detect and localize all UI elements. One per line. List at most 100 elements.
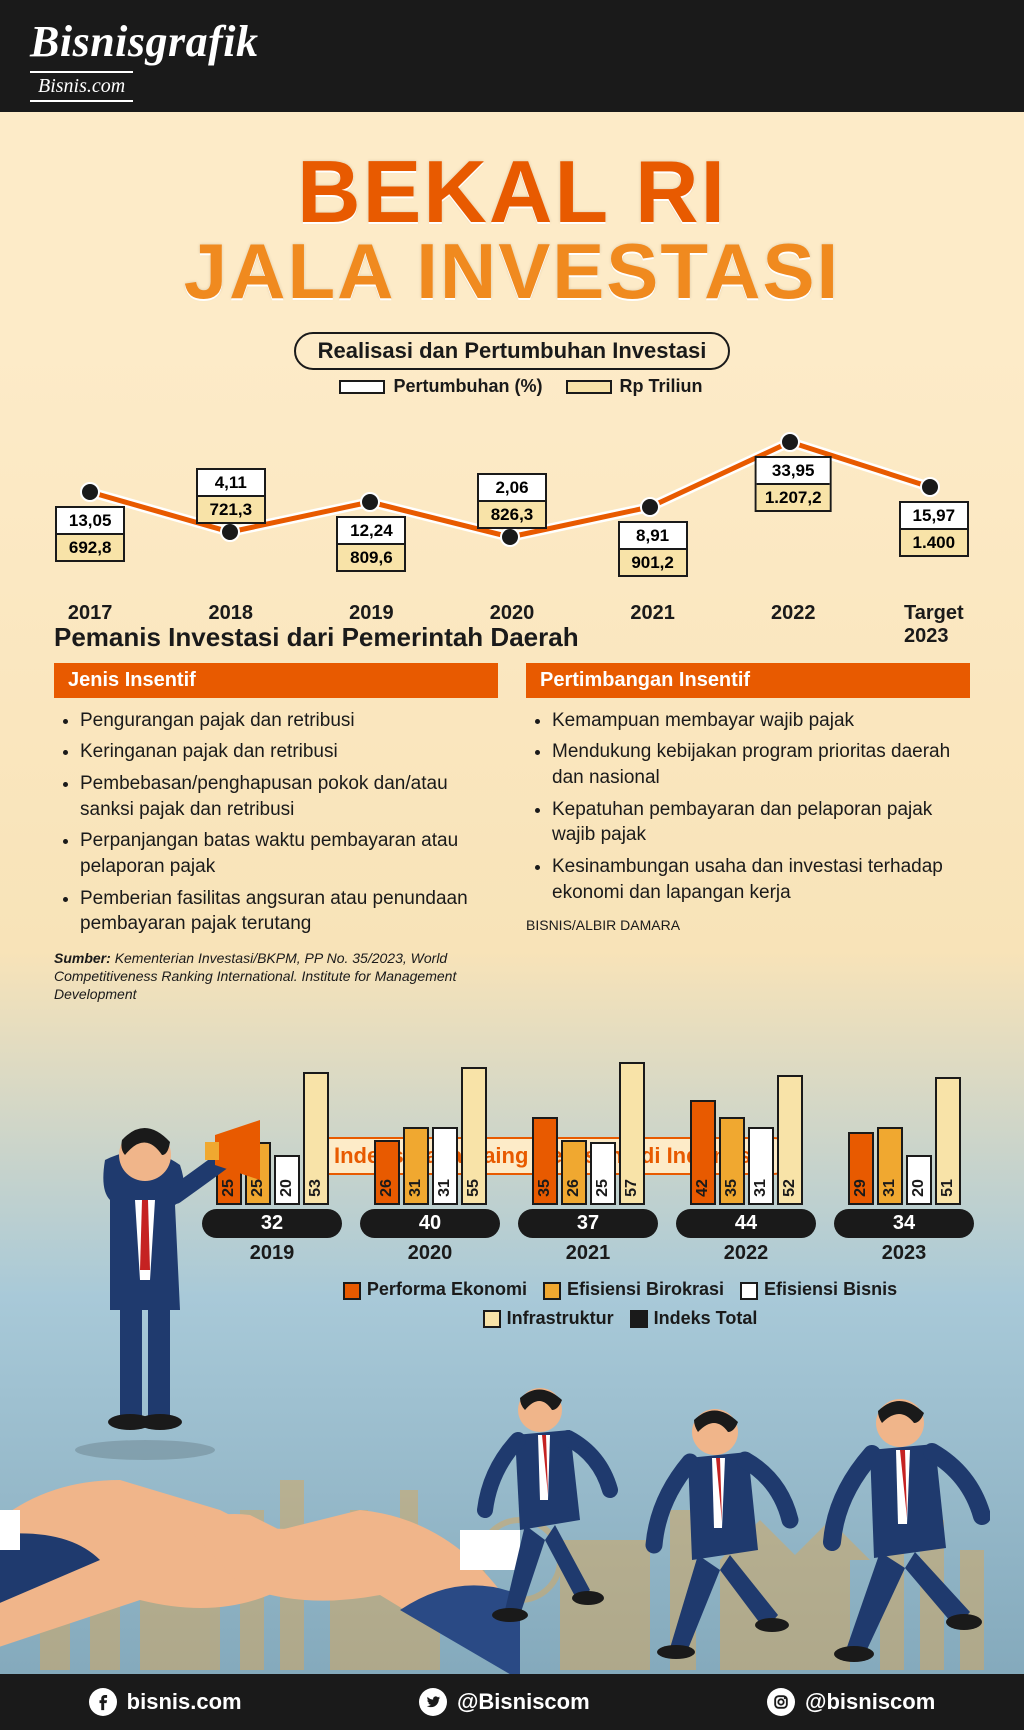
chart1-year: 2022 (771, 602, 816, 625)
chart2-bar: 26 (561, 1140, 587, 1205)
chart1-label: 13,05692,8 (55, 506, 125, 563)
chart2-bar: 25 (590, 1142, 616, 1205)
chart2-bar: 42 (690, 1100, 716, 1205)
chart2-bar: 31 (877, 1127, 903, 1205)
bullet-item: Perpanjangan batas waktu pembayaran atau… (80, 828, 498, 879)
section2-heading: Pemanis Investasi dari Pemerintah Daerah (54, 622, 970, 653)
bullet-item: Keringanan pajak dan retribusi (80, 739, 498, 765)
title-line-2: JALA INVESTASI (0, 234, 1024, 308)
bullet-item: Pemberian fasilitas angsuran atau penund… (80, 886, 498, 937)
bullet-item: Pengurangan pajak dan retribusi (80, 708, 498, 734)
col1-header: Jenis Insentif (54, 663, 498, 698)
investment-line-chart: Realisasi dan Pertumbuhan Investasi Pert… (50, 332, 974, 602)
chart1-label: 2,06826,3 (477, 473, 547, 530)
chart1-label: 12,24809,6 (336, 516, 406, 573)
footer-tw-text: @Bisniscom (457, 1689, 590, 1715)
legend-swatch (343, 1282, 361, 1300)
legend-swatch (483, 1310, 501, 1328)
chart1-year: 2017 (68, 602, 113, 625)
chart2-total: 37 (518, 1209, 658, 1238)
bullet-item: Pembebasan/penghapusan pokok dan/atau sa… (80, 771, 498, 822)
chart2-legend: Performa EkonomiEfisiensi BirokrasiEfisi… (250, 1275, 974, 1333)
bullet-item: Kemampuan membayar wajib pajak (552, 708, 970, 734)
chart2-year: 2021 (518, 1242, 658, 1265)
chart2-bar: 57 (619, 1062, 645, 1205)
chart2-bar: 31 (432, 1127, 458, 1205)
chart2-bar: 25 (245, 1142, 271, 1205)
chart1-year: Target2023 (904, 602, 964, 648)
competitiveness-bar-chart: Indeks Daya Saing Berusaha di Indonesia … (50, 1017, 974, 1333)
footer-instagram[interactable]: @bisniscom (767, 1688, 935, 1716)
chart2-year: 2019 (202, 1242, 342, 1265)
chart1-legend: Pertumbuhan (%) Rp Triliun (50, 376, 974, 397)
chart1-label: 8,91901,2 (618, 521, 688, 578)
chart1-year: 2021 (630, 602, 675, 625)
chart2-bar: 35 (532, 1117, 558, 1205)
col2-header: Pertimbangan Insentif (526, 663, 970, 698)
chart2-group: 35262557 37 2021 (518, 1055, 658, 1265)
bullet-item: Kepatuhan pembayaran dan pelaporan pajak… (552, 797, 970, 848)
instagram-icon (767, 1688, 795, 1716)
footer-fb-text: bisnis.com (127, 1689, 242, 1715)
header-bar: Bisnisgrafik Bisnis.com (0, 0, 1024, 112)
chart2-bar: 53 (303, 1072, 329, 1205)
main-title: BEKAL RI JALA INVESTASI (0, 150, 1024, 308)
chart1-label: 15,971.400 (899, 501, 969, 558)
chart1-title: Realisasi dan Pertumbuhan Investasi (294, 332, 731, 370)
chart2-bar: 52 (777, 1075, 803, 1205)
chart1-label: 33,951.207,2 (755, 456, 832, 513)
infographic-page: Bisnisgrafik Bisnis.com BEKAL RI JALA IN… (0, 0, 1024, 1730)
brand-logo: Bisnisgrafik (30, 16, 994, 67)
footer-bar: bisnis.com @Bisniscom @bisniscom (0, 1674, 1024, 1730)
facebook-icon (89, 1688, 117, 1716)
brand-sub: Bisnis.com (30, 71, 133, 102)
footer-twitter[interactable]: @Bisniscom (419, 1688, 590, 1716)
chart2-bar: 29 (848, 1132, 874, 1205)
legend-label-growth: Pertumbuhan (%) (393, 376, 542, 396)
chart2-group: 29312051 34 2023 (834, 1055, 974, 1265)
chart2-group: 42353152 44 2022 (676, 1055, 816, 1265)
twitter-icon (419, 1688, 447, 1716)
chart2-bar: 26 (374, 1140, 400, 1205)
chart2-bar: 31 (403, 1127, 429, 1205)
col-jenis-insentif: Jenis Insentif Pengurangan pajak dan ret… (54, 663, 498, 1004)
col-pertimbangan-insentif: Pertimbangan Insentif Kemampuan membayar… (526, 663, 970, 1004)
legend-label-value: Rp Triliun (620, 376, 703, 396)
col2-list: Kemampuan membayar wajib pajak Mendukung … (526, 698, 970, 905)
chart1-year: 2020 (490, 602, 535, 625)
chart1-year: 2018 (209, 602, 254, 625)
chart2-group: 25252053322019 (202, 1055, 342, 1265)
bullet-item: Mendukung kebijakan program prioritas da… (552, 739, 970, 790)
source-text: Sumber: Kementerian Investasi/BKPM, PP N… (54, 949, 498, 1004)
title-line-1: BEKAL RI (0, 150, 1024, 234)
chart2-bar: 20 (906, 1155, 932, 1205)
legend-swatch-value (566, 380, 612, 394)
chart2-total: 40 (360, 1209, 500, 1238)
col1-list: Pengurangan pajak dan retribusi Keringana… (54, 698, 498, 937)
chart1-year: 2019 (349, 602, 394, 625)
chart2-total: 44 (676, 1209, 816, 1238)
chart2-bar: 35 (719, 1117, 745, 1205)
chart2-group: 26313155402020 (360, 1055, 500, 1265)
chart2-year: 2022 (676, 1242, 816, 1265)
factory-silhouette-icon (0, 1410, 1024, 1670)
legend-swatch (543, 1282, 561, 1300)
chart2-year: 2020 (360, 1242, 500, 1265)
chart2-bar: 20 (274, 1155, 300, 1205)
legend-swatch (740, 1282, 758, 1300)
chart2-bar: 55 (461, 1067, 487, 1205)
chart2-year: 2023 (834, 1242, 974, 1265)
footer-ig-text: @bisniscom (805, 1689, 935, 1715)
incentives-section: Pemanis Investasi dari Pemerintah Daerah… (54, 622, 970, 1004)
bullet-item: Kesinambungan usaha dan investasi terhad… (552, 854, 970, 905)
chart2-total: 34 (834, 1209, 974, 1238)
legend-swatch-growth (339, 380, 385, 394)
chart2-bar: 31 (748, 1127, 774, 1205)
chart1-label: 4,11721,3 (196, 468, 266, 525)
legend-swatch (630, 1310, 648, 1328)
credit-text: BISNIS/ALBIR DAMARA (526, 917, 970, 933)
chart2-bar: 51 (935, 1077, 961, 1205)
footer-facebook[interactable]: bisnis.com (89, 1688, 242, 1716)
chart2-total: 32 (202, 1209, 342, 1238)
chart2-bar: 25 (216, 1142, 242, 1205)
